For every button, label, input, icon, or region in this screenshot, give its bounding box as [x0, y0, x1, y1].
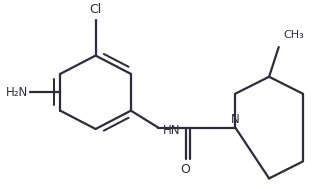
Text: CH₃: CH₃: [284, 30, 304, 40]
Text: N: N: [231, 113, 240, 126]
Text: HN: HN: [163, 124, 181, 137]
Text: H₂N: H₂N: [6, 86, 28, 99]
Text: O: O: [181, 163, 190, 176]
Text: Cl: Cl: [89, 3, 102, 16]
